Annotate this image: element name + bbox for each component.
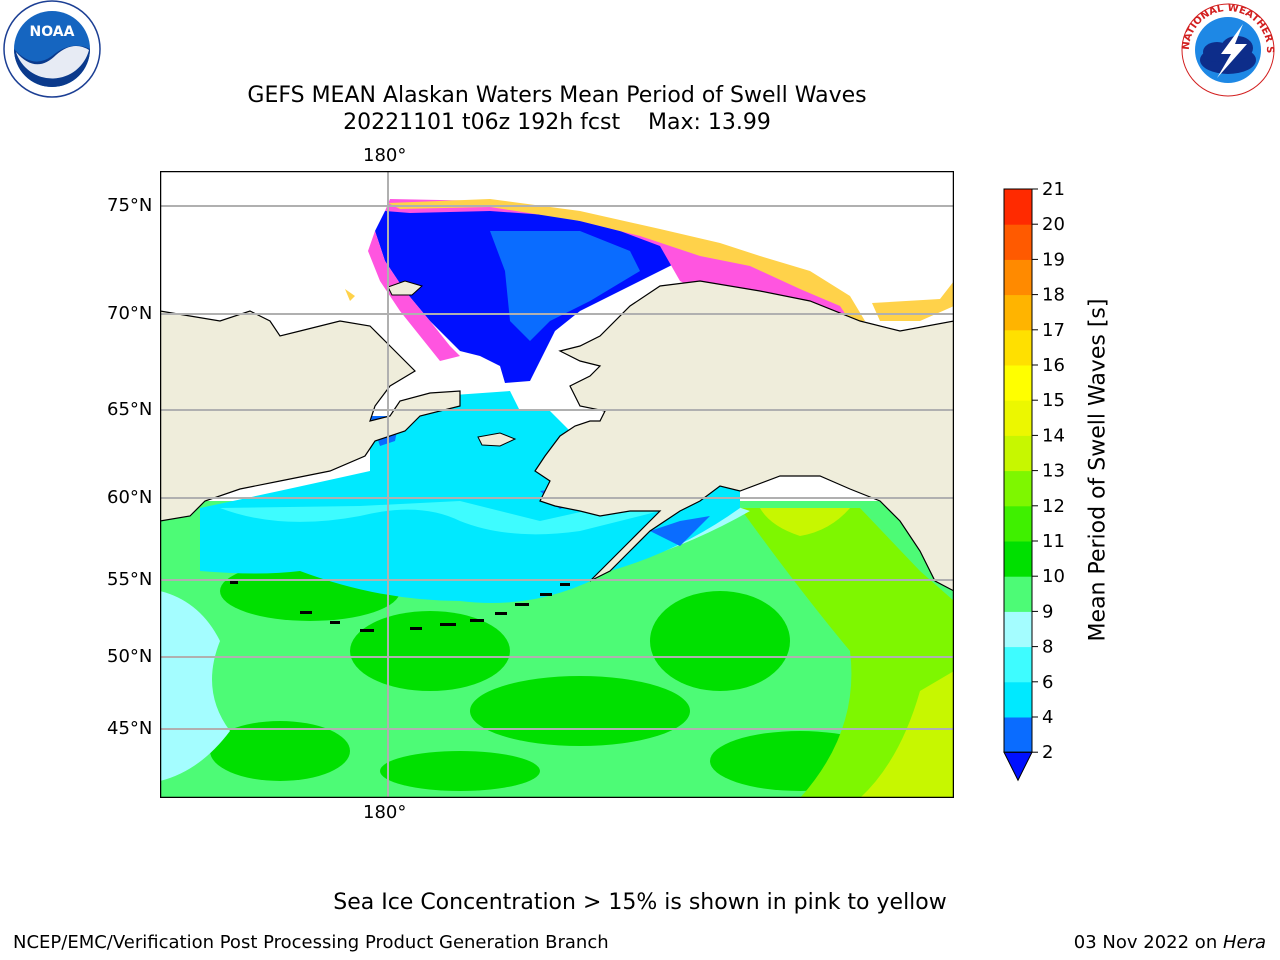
colorbar-tick-label: 13 <box>1042 461 1065 482</box>
title-line-1: GEFS MEAN Alaskan Waters Mean Period of … <box>247 83 867 108</box>
map-gridlines <box>160 171 954 798</box>
latitude-label-60: 60°N <box>107 487 153 508</box>
longitude-label-top: 180° <box>363 145 407 166</box>
latitude-label-70: 70°N <box>107 303 153 324</box>
footer-branch: NCEP/EMC/Verification Post Processing Pr… <box>13 932 609 953</box>
latitude-label-75: 75°N <box>107 195 153 216</box>
colorbar-segment <box>1004 470 1032 507</box>
colorbar-segment <box>1004 329 1032 366</box>
colorbar-segment <box>1004 646 1032 683</box>
sea-ice-note: Sea Ice Concentration > 15% is shown in … <box>333 890 947 915</box>
map-panel <box>160 171 954 798</box>
colorbar-tick-label: 19 <box>1042 249 1065 270</box>
colorbar-segment <box>1004 717 1032 753</box>
land-alaska <box>534 280 954 592</box>
aleutian-islands <box>230 581 570 632</box>
nws-logo: NATIONAL WEATHER SERVICE <box>1177 2 1275 97</box>
colorbar-tick-label: 4 <box>1042 707 1053 728</box>
colorbar-tick-label: 9 <box>1042 601 1053 622</box>
land-siberia <box>160 310 461 522</box>
colorbar-tick-label: 18 <box>1042 285 1065 306</box>
latitude-label-65: 65°N <box>107 399 153 420</box>
colorbar-tick-label: 14 <box>1042 425 1065 446</box>
footer-date-text: 03 Nov 2022 on <box>1073 932 1223 953</box>
colorbar-segment <box>1004 681 1032 718</box>
colorbar-segment <box>1004 576 1032 612</box>
latitude-label-45: 45°N <box>107 718 153 739</box>
longitude-label-bottom: 180° <box>363 802 407 823</box>
colorbar-tick-label: 15 <box>1042 390 1065 411</box>
colorbar-segment <box>1004 259 1032 296</box>
colorbar-segment <box>1004 541 1032 577</box>
land-st-lawrence-island <box>477 432 517 447</box>
colorbar-segment <box>1004 435 1032 472</box>
colorbar-tick-label: 11 <box>1042 531 1065 552</box>
colorbar-segment <box>1004 365 1032 401</box>
colorbar-tick-label: 17 <box>1042 320 1065 341</box>
title-line-2: 20221101 t06z 192h fcst Max: 13.99 <box>343 110 771 135</box>
noaa-logo-text: NOAA <box>30 24 75 40</box>
colorbar-tick-label: 20 <box>1042 214 1065 235</box>
colorbar-segment <box>1004 189 1032 225</box>
ocean-light-cyan-area <box>160 591 230 781</box>
colorbar-label: Mean Period of Swell Waves [s] <box>1085 298 1111 642</box>
footer-date: 03 Nov 2022 on Hera <box>1074 932 1266 953</box>
colorbar-tick-label: 10 <box>1042 566 1065 587</box>
noaa-logo: NOAA <box>3 0 101 98</box>
colorbar-tick-label: 21 <box>1042 180 1065 200</box>
colorbar-tick-label: 12 <box>1042 496 1065 517</box>
colorbar-segment <box>1004 505 1032 542</box>
colorbar-extend-arrow <box>1003 751 1033 782</box>
ocean-yellow-green-area <box>860 671 954 798</box>
colorbar-tick-label: 6 <box>1042 672 1053 693</box>
colorbar: 2 4 6 8 9 10 11 12 13 14 15 16 17 18 19 20 21 <box>1003 180 1065 782</box>
colorbar-segment <box>1004 294 1032 331</box>
colorbar-segment <box>1004 400 1032 436</box>
colorbar-tick-label: 8 <box>1042 637 1053 658</box>
land-wrangel-island <box>387 280 423 296</box>
latitude-label-55: 55°N <box>107 569 153 590</box>
colorbar-tick-label: 16 <box>1042 355 1065 376</box>
chart-title: GEFS MEAN Alaskan Waters Mean Period of … <box>0 82 1114 136</box>
footer-host: Hera <box>1222 932 1266 953</box>
latitude-label-50: 50°N <box>107 646 153 667</box>
colorbar-segment <box>1004 224 1032 260</box>
ocean-blue-patches <box>370 416 710 546</box>
colorbar-segment <box>1004 611 1032 648</box>
colorbar-tick-label: 2 <box>1042 742 1053 763</box>
